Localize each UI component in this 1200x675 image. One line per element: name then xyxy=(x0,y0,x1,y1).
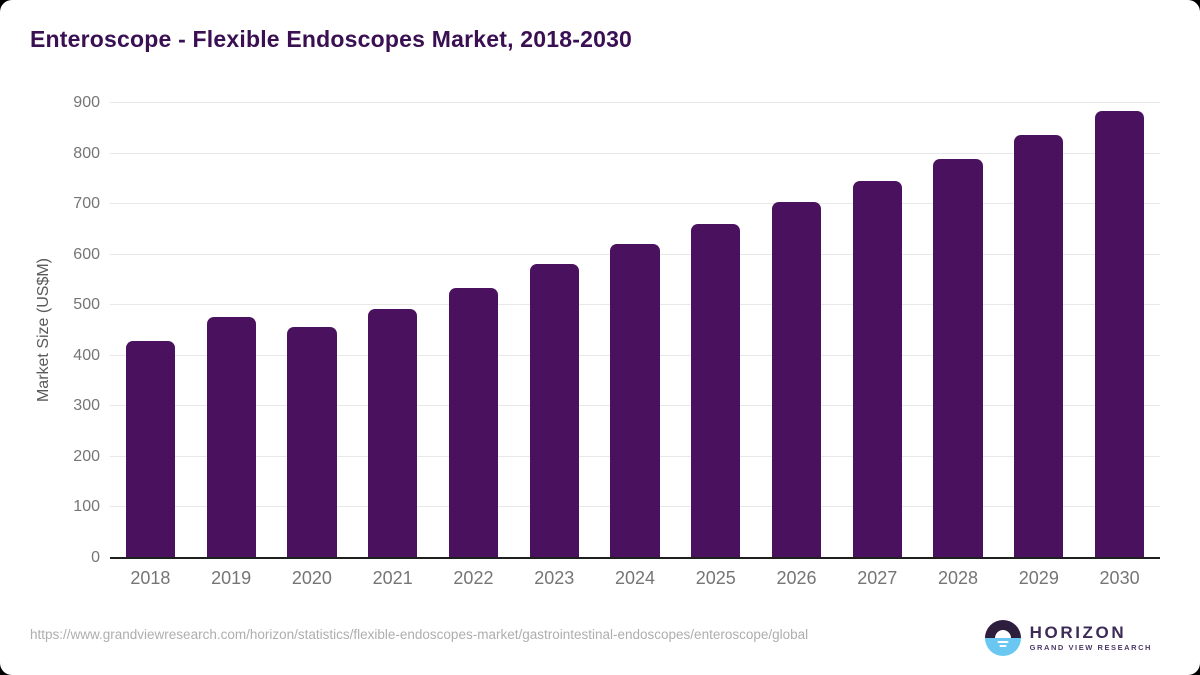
ripple-icon xyxy=(999,645,1007,647)
bars xyxy=(110,103,1160,558)
chart-title: Enteroscope - Flexible Endoscopes Market… xyxy=(30,26,633,52)
y-tick-label: 600 xyxy=(73,245,100,263)
y-tick-label: 0 xyxy=(91,549,100,566)
logo-text: HORIZON GRAND VIEW RESEARCH xyxy=(1030,624,1152,652)
y-tick-label: 200 xyxy=(73,447,100,465)
bar-slot xyxy=(756,103,837,558)
y-tick-label: 100 xyxy=(73,498,100,516)
gridline xyxy=(110,102,1160,103)
bar-slot xyxy=(272,103,353,558)
bar-slot xyxy=(191,103,272,558)
x-tick-label: 2019 xyxy=(211,568,252,588)
bar-slot xyxy=(918,103,999,558)
y-tick-labels: 0 100 200 300 400 500 600 700 800 900 xyxy=(0,95,100,566)
horizon-logo-icon xyxy=(984,620,1021,656)
bar-2029 xyxy=(1014,135,1064,558)
x-tick-label: 2020 xyxy=(291,568,332,588)
bar-slot xyxy=(110,103,191,558)
x-tick-label: 2026 xyxy=(776,568,817,588)
bar-2021 xyxy=(368,308,418,558)
bar-2027 xyxy=(852,180,902,558)
bar-2023 xyxy=(529,264,579,558)
x-tick-label: 2023 xyxy=(534,568,575,588)
y-tick-label: 900 xyxy=(73,94,100,111)
y-tick-label: 700 xyxy=(73,195,100,213)
brand-logo: HORIZON GRAND VIEW RESEARCH xyxy=(984,620,1152,656)
source-url: https://www.grandviewresearch.com/horizo… xyxy=(30,627,809,642)
sun-icon xyxy=(994,630,1011,638)
bar-slot xyxy=(514,103,595,558)
bar-slot xyxy=(675,103,756,558)
bar-slot xyxy=(1079,103,1160,558)
x-tick-label: 2025 xyxy=(695,568,736,588)
bar-2024 xyxy=(610,243,660,558)
x-axis-labels: 2018 2019 2020 2021 2022 2023 2024 2025 2026 2027… xyxy=(110,568,1160,589)
bar-2028 xyxy=(933,158,983,558)
x-tick-label: 2024 xyxy=(614,568,655,588)
logo-name: HORIZON xyxy=(1029,623,1127,643)
y-tick-label: 500 xyxy=(73,296,100,314)
x-tick-label: 2021 xyxy=(372,568,413,588)
bar-2020 xyxy=(287,327,337,558)
y-tick-label: 400 xyxy=(73,346,100,364)
x-tick-label: 2028 xyxy=(938,568,979,588)
ripple-icon xyxy=(997,641,1009,643)
plot-area xyxy=(110,102,1160,559)
bar-slot xyxy=(595,103,676,558)
x-tick-label: 2018 xyxy=(130,568,171,588)
bar-slot xyxy=(837,103,918,558)
gridline xyxy=(110,152,1160,154)
x-axis-line xyxy=(110,557,1160,559)
bar-2030 xyxy=(1094,111,1145,558)
x-tick-label: 2027 xyxy=(857,568,898,588)
logo-tagline: GRAND VIEW RESEARCH xyxy=(1029,643,1152,653)
x-tick-label: 2022 xyxy=(453,568,494,588)
gridline xyxy=(110,203,1160,205)
bar-slot xyxy=(433,103,514,558)
y-tick-label: 300 xyxy=(73,397,100,415)
bar-slot xyxy=(352,103,433,558)
y-tick-label: 800 xyxy=(73,144,100,162)
bar-2022 xyxy=(448,287,499,558)
x-tick-label: 2029 xyxy=(1018,568,1059,588)
bar-2019 xyxy=(206,316,256,558)
bar-2026 xyxy=(771,202,822,558)
bar-2018 xyxy=(125,341,176,558)
x-tick-label: 2030 xyxy=(1099,568,1140,588)
bar-2025 xyxy=(691,223,741,558)
bar-slot xyxy=(998,103,1079,558)
